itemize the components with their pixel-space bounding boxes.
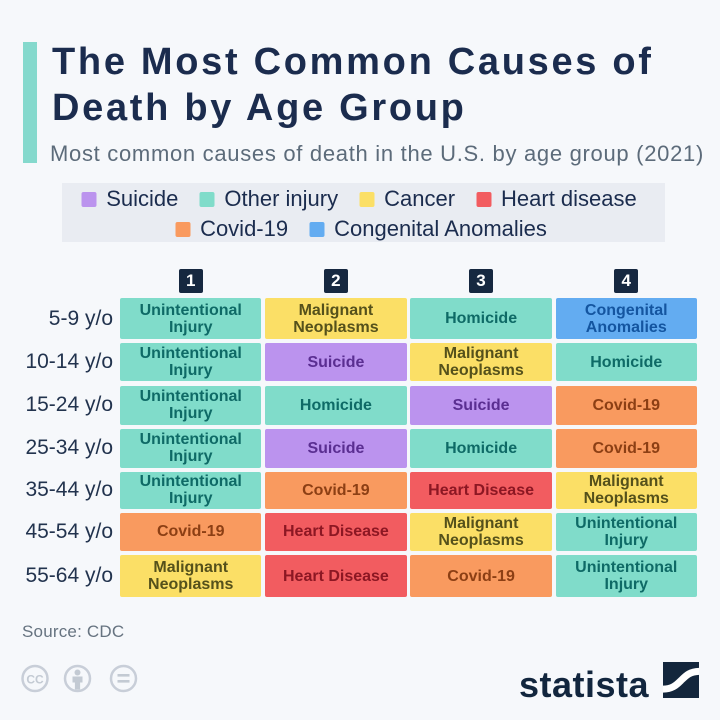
svg-text:CC: CC xyxy=(26,673,44,687)
